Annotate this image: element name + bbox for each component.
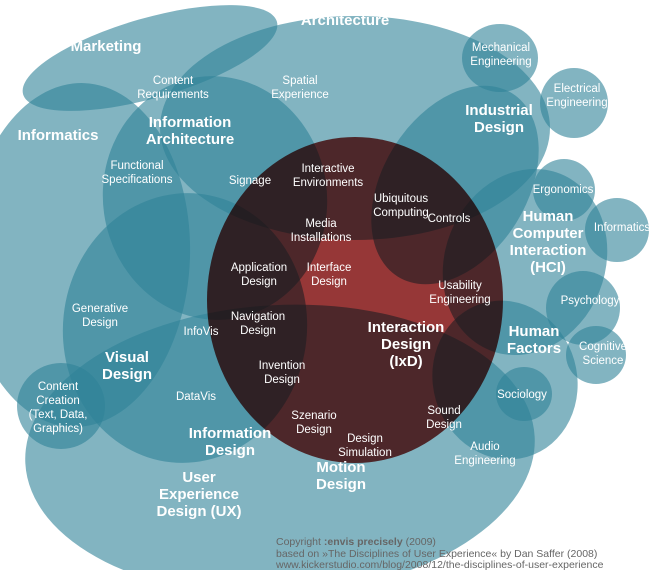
svg-text:Environments: Environments	[293, 177, 364, 189]
svg-text:Sound: Sound	[427, 405, 460, 417]
svg-text:Installations: Installations	[291, 232, 352, 244]
svg-text:Creation: Creation	[36, 395, 79, 407]
svg-text:Human: Human	[523, 208, 574, 225]
svg-text:Informatics: Informatics	[18, 127, 99, 144]
svg-text:Ubiquitous: Ubiquitous	[374, 193, 429, 205]
svg-text:Psychology: Psychology	[561, 295, 620, 307]
svg-text:Computing: Computing	[373, 207, 429, 219]
svg-text:Controls: Controls	[428, 213, 471, 225]
svg-text:Generative: Generative	[72, 303, 128, 315]
svg-text:Design: Design	[296, 424, 332, 436]
svg-text:Functional: Functional	[110, 160, 163, 172]
svg-text:Signage: Signage	[229, 175, 271, 187]
svg-text:Experience: Experience	[159, 486, 239, 503]
svg-text:User: User	[182, 469, 216, 486]
svg-text:www.kickerstudio.com/blog/2008: www.kickerstudio.com/blog/2008/12/the-di…	[275, 559, 604, 570]
svg-text:Engineering: Engineering	[454, 455, 515, 467]
svg-text:Copyright :envis precisely (20: Copyright :envis precisely (2009)	[276, 536, 436, 548]
svg-text:Spatial: Spatial	[282, 75, 317, 87]
svg-text:Audio: Audio	[470, 441, 499, 453]
svg-text:Information: Information	[149, 114, 232, 131]
svg-text:Ergonomics: Ergonomics	[533, 184, 594, 196]
svg-text:Content: Content	[38, 381, 79, 393]
svg-text:(IxD): (IxD)	[389, 353, 422, 370]
svg-text:Interactive: Interactive	[301, 163, 354, 175]
svg-text:(HCI): (HCI)	[530, 259, 566, 276]
svg-text:Requirements: Requirements	[137, 89, 209, 101]
svg-text:Information: Information	[189, 425, 272, 442]
svg-text:Cognitive: Cognitive	[579, 341, 627, 353]
svg-text:Simulation: Simulation	[338, 447, 392, 459]
svg-text:Design: Design	[347, 433, 383, 445]
svg-text:Marketing: Marketing	[71, 38, 142, 55]
svg-text:Design (UX): Design (UX)	[156, 503, 241, 520]
svg-text:Mechanical: Mechanical	[472, 42, 530, 54]
svg-text:InfoVis: InfoVis	[184, 326, 219, 338]
svg-text:Content: Content	[153, 75, 194, 87]
svg-text:Electrical: Electrical	[554, 83, 601, 95]
svg-text:Design: Design	[381, 336, 431, 353]
svg-text:Factors: Factors	[507, 340, 561, 357]
svg-text:(Text, Data,: (Text, Data,	[29, 409, 88, 421]
svg-text:Design: Design	[240, 325, 276, 337]
svg-text:Design: Design	[316, 476, 366, 493]
svg-text:Science: Science	[583, 355, 624, 367]
svg-text:Interface: Interface	[307, 262, 352, 274]
svg-text:Design: Design	[241, 276, 277, 288]
svg-text:Design: Design	[426, 419, 462, 431]
svg-text:Application: Application	[231, 262, 287, 274]
svg-text:Design: Design	[264, 374, 300, 386]
svg-text:Architecture: Architecture	[301, 12, 389, 29]
svg-text:Motion: Motion	[316, 459, 365, 476]
svg-text:Industrial: Industrial	[465, 102, 533, 119]
svg-text:Human: Human	[509, 323, 560, 340]
svg-text:Graphics): Graphics)	[33, 423, 83, 435]
svg-text:Design: Design	[102, 366, 152, 383]
svg-text:Design: Design	[474, 119, 524, 136]
svg-text:Navigation: Navigation	[231, 311, 285, 323]
svg-text:Computer: Computer	[513, 225, 584, 242]
svg-text:Visual: Visual	[105, 349, 149, 366]
svg-text:Invention: Invention	[259, 360, 306, 372]
svg-text:Design: Design	[82, 317, 118, 329]
svg-text:Sociology: Sociology	[497, 389, 547, 401]
svg-text:Design: Design	[205, 442, 255, 459]
svg-text:Architecture: Architecture	[146, 131, 234, 148]
svg-text:Informatics: Informatics	[594, 222, 650, 234]
svg-text:Engineering: Engineering	[546, 97, 607, 109]
svg-text:Szenario: Szenario	[291, 410, 336, 422]
svg-text:DataVis: DataVis	[176, 391, 216, 403]
svg-text:Interaction: Interaction	[510, 242, 587, 259]
svg-text:Interaction: Interaction	[368, 319, 445, 336]
svg-text:Design: Design	[311, 276, 347, 288]
svg-text:Experience: Experience	[271, 89, 329, 101]
svg-text:Engineering: Engineering	[470, 56, 531, 68]
svg-text:Usability: Usability	[438, 280, 482, 292]
svg-text:Engineering: Engineering	[429, 294, 490, 306]
svg-text:Specifications: Specifications	[102, 174, 173, 186]
svg-text:Media: Media	[305, 218, 337, 230]
